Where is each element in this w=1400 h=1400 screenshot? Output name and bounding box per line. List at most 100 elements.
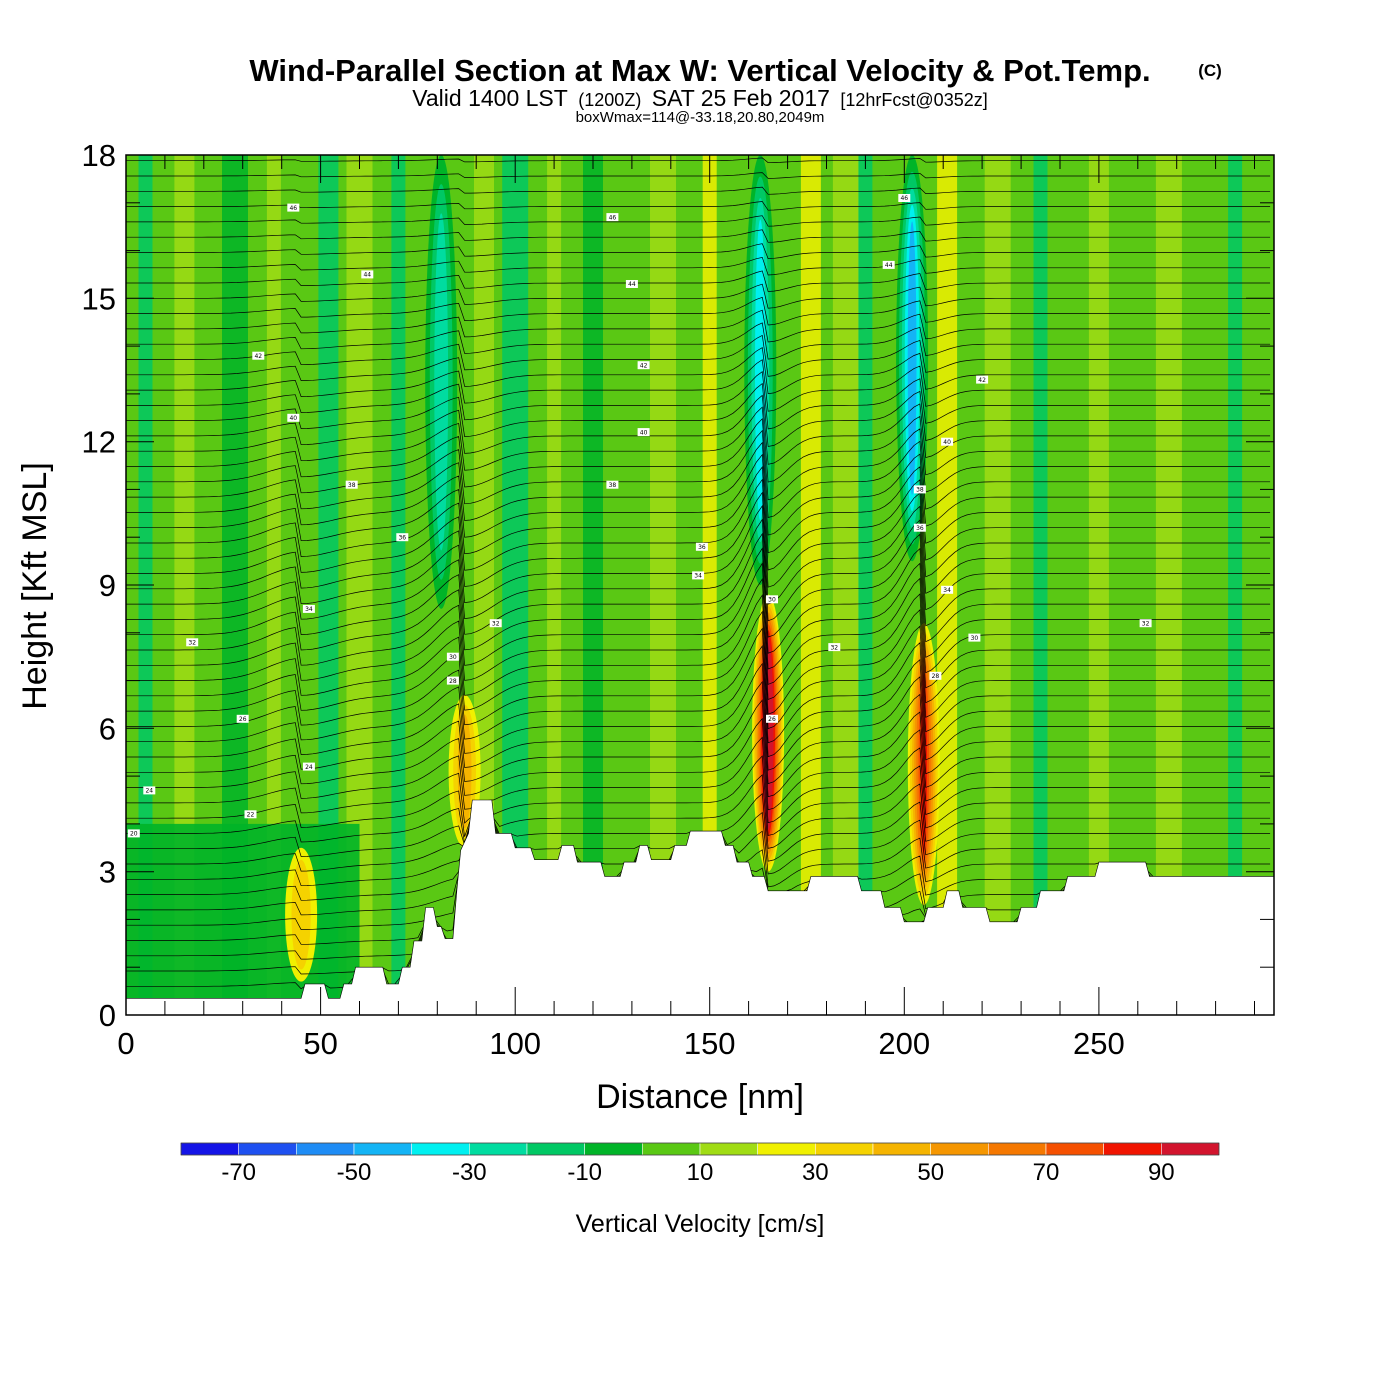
theta-isentrope — [126, 680, 1271, 785]
colorbar-swatch — [987, 1142, 1047, 1156]
theta-isentrope — [126, 577, 1271, 701]
theta-label-text: 34 — [305, 606, 313, 613]
theta-label: 36 — [695, 542, 708, 551]
theta-label-text: 36 — [698, 544, 706, 551]
x-axis-label: Distance [nm] — [596, 1078, 804, 1116]
theta-label: 28 — [446, 676, 459, 685]
theta-label-text: 24 — [305, 764, 313, 771]
theta-label-text: 46 — [609, 214, 617, 221]
terrain-mask — [126, 799, 1274, 1015]
theta-label: 44 — [361, 270, 374, 279]
theta-label-bg — [637, 361, 650, 370]
theta-isentrope — [126, 347, 1271, 395]
theta-isentrope — [126, 441, 1271, 536]
theta-label-bg — [692, 571, 705, 580]
x-tick-label: 200 — [878, 1026, 930, 1061]
velocity-stripe — [858, 155, 873, 1015]
y-tick-label: 15 — [82, 281, 116, 316]
theta-isentrope — [126, 532, 1271, 654]
theta-label-bg — [302, 762, 315, 771]
theta-label-text: 32 — [188, 640, 196, 647]
colorbar-tick-label: 90 — [1148, 1159, 1175, 1186]
theta-isentrope — [126, 594, 1271, 715]
valid-time: Valid 1400 LST — [412, 85, 568, 111]
theta-isentrope — [126, 186, 1271, 195]
theta-label: 36 — [913, 523, 926, 532]
theta-label-text: 36 — [398, 534, 406, 541]
theta-isentrope — [126, 229, 1271, 243]
colorbar-tick-label: -10 — [567, 1159, 602, 1186]
y-tick-labels: 0 3 6 9 12 15 18 — [82, 138, 116, 1033]
colorbar-swatch — [757, 1142, 816, 1156]
theta-label-bg — [913, 523, 926, 532]
theta-isentrope — [126, 270, 1271, 292]
theta-label: 46 — [287, 203, 300, 212]
theta-label-text: 40 — [943, 439, 951, 446]
colorbar-tick-labels: -70 -50 -30 -10 10 30 50 70 90 — [221, 1159, 1174, 1186]
colorbar-swatch — [930, 1142, 989, 1156]
theta-label-bg — [828, 643, 841, 652]
y-tick-label: 18 — [82, 138, 116, 173]
theta-label-bg — [976, 375, 989, 384]
valid-utc: (1200Z) — [578, 90, 641, 110]
colorbar-swatch — [353, 1142, 413, 1156]
theta-label-text: 28 — [932, 673, 940, 680]
y-axis-label: Height [Kft MSL] — [16, 462, 54, 710]
y-tick-label: 9 — [99, 568, 116, 603]
colorbar-tick-label: -50 — [337, 1159, 372, 1186]
theta-label: 32 — [828, 643, 841, 652]
theta-label: 32 — [489, 619, 502, 627]
velocity-stripe — [391, 155, 406, 1015]
box-wmax-info: boxWmax=114@-33.18,20.80,2049m — [576, 109, 825, 126]
theta-label-text: 46 — [900, 195, 908, 202]
x-tick-label: 50 — [303, 1026, 337, 1061]
theta-label-text: 32 — [1142, 620, 1150, 627]
y-tick-label: 0 — [99, 998, 116, 1033]
theta-label: 30 — [766, 595, 778, 604]
colorbar-swatch — [411, 1142, 470, 1156]
axis-ticks — [125, 154, 1274, 1016]
theta-label: 30 — [446, 652, 459, 661]
x-tick-label: 250 — [1073, 1026, 1125, 1061]
theta-label-bg — [766, 595, 778, 604]
theta-label-bg — [186, 638, 199, 647]
colorbar-swatch — [1103, 1142, 1162, 1156]
velocity-stripe — [174, 155, 195, 1015]
theta-label: 28 — [929, 671, 942, 680]
colorbar-swatch — [1045, 1142, 1105, 1156]
theta-isentrope — [126, 172, 1271, 179]
theta-label-text: 42 — [640, 362, 648, 369]
theta-label-text: 38 — [609, 482, 617, 489]
colorbar-tick-label: 50 — [917, 1159, 944, 1186]
velocity-stripe — [318, 155, 339, 1015]
theta-label-bg — [913, 485, 926, 494]
theta-label-bg — [606, 480, 619, 489]
theta-label-bg — [637, 428, 650, 437]
theta-label-bg — [143, 786, 156, 795]
theta-isentrope — [126, 610, 1271, 730]
theta-label-bg — [345, 480, 358, 489]
theta-isentrope — [126, 157, 1271, 164]
theta-label-text: 32 — [830, 644, 838, 651]
theta-label-text: 22 — [247, 812, 255, 819]
theta-label-bg — [606, 213, 619, 222]
theta-isentrope — [126, 429, 1271, 518]
theta-label: 20 — [127, 829, 140, 838]
valid-date: SAT 25 Feb 2017 — [652, 85, 830, 111]
theta-label-bg — [127, 829, 140, 838]
velocity-stripe — [937, 155, 958, 1015]
velocity-stripe — [266, 155, 281, 1015]
colorbar-title: Vertical Velocity [cm/s] — [576, 1210, 825, 1238]
theta-label-text: 38 — [916, 487, 924, 494]
theta-isentrope — [126, 309, 1271, 343]
contour-labels: 46 46 44 44 44 46 42 42 42 40 40 40 38 38 38 36 36 36 34 34… — [127, 194, 1152, 838]
colorbar-swatch — [584, 1142, 643, 1156]
theta-isentrope — [126, 491, 1271, 605]
theta-label: 24 — [302, 762, 315, 771]
velocity-stripe — [702, 155, 717, 1015]
theta-label-text: 34 — [694, 573, 702, 580]
theta-isentrope — [126, 755, 1271, 836]
velocity-field — [126, 155, 1243, 1015]
colorbar-tick-label: 30 — [802, 1159, 829, 1186]
theta-isentrope — [126, 256, 1271, 276]
